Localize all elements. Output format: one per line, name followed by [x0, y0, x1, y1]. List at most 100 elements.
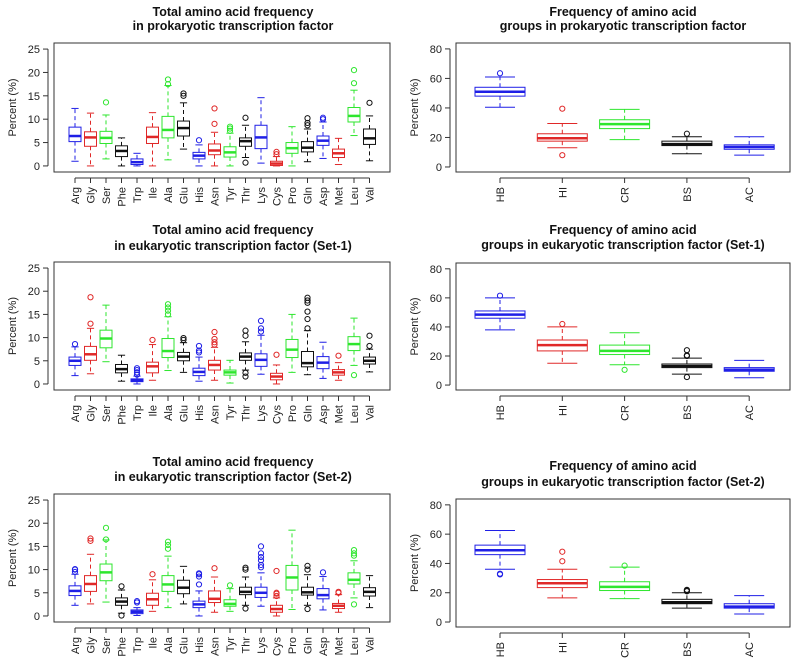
outlier-point: [273, 351, 280, 358]
outlier-point: [350, 67, 358, 74]
x-tick-label: Tyr: [225, 187, 237, 203]
chart-title-line: Total amino acid frequency: [153, 5, 314, 19]
outlier-point: [559, 320, 566, 328]
outlier-point: [304, 325, 311, 332]
outlier-point: [164, 81, 172, 88]
x-tick-label: Ile: [148, 637, 160, 649]
box-trp: [130, 365, 144, 385]
box-cr: [599, 562, 651, 600]
outlier-point: [366, 332, 373, 339]
x-tick-label: Ile: [148, 405, 160, 417]
x-tick-label: Lys: [256, 187, 268, 204]
outlier-point: [559, 152, 566, 159]
box-ac: [723, 359, 775, 379]
box-asp: [316, 341, 330, 379]
box-met: [332, 137, 345, 166]
chart-title-line: Frequency of amino acid: [549, 223, 696, 237]
outlier-point: [559, 548, 566, 555]
box-iqr: [347, 572, 361, 585]
box-phe: [115, 137, 128, 167]
outlier-point: [304, 122, 311, 129]
outlier-point: [118, 612, 125, 619]
x-tick-label: Ala: [163, 404, 175, 421]
outlier-point: [273, 567, 280, 575]
y-tick-label: 20: [430, 132, 442, 144]
box-met: [332, 588, 345, 613]
x-tick-label: His: [194, 405, 206, 421]
box-iqr: [301, 351, 314, 368]
y-tick-label: 15: [28, 541, 40, 553]
outlier-point: [257, 317, 265, 324]
chart-title-line: Frequency of amino acid: [549, 459, 696, 473]
outlier-point: [180, 336, 187, 344]
box-ile: [146, 571, 159, 612]
outlier-point: [149, 571, 156, 578]
box-pro: [285, 313, 299, 373]
y-tick-label: 20: [28, 286, 40, 298]
box-his: [192, 137, 206, 167]
box-ala: [161, 301, 175, 372]
x-tick-label: Trp: [132, 637, 144, 653]
outlier-point: [257, 553, 265, 561]
x-tick-label: AC: [744, 642, 756, 657]
outlier-point: [257, 561, 265, 569]
outlier-point: [242, 564, 249, 571]
outlier-point: [133, 369, 141, 376]
box-iqr: [363, 128, 376, 145]
outlier-point: [242, 327, 249, 334]
x-tick-label: His: [194, 637, 206, 653]
y-tick-label: 0: [34, 379, 40, 391]
outlier-point: [195, 570, 203, 577]
chart-title-line: groups in eukaryotic transcription facto…: [481, 238, 764, 252]
box-arg: [68, 566, 82, 606]
x-tick-label: Leu: [349, 187, 361, 205]
x-tick-label: Thr: [241, 187, 253, 204]
x-tick-label: Asn: [210, 405, 222, 424]
box-cys: [270, 351, 283, 385]
outlier-point: [304, 605, 311, 613]
outlier-point: [71, 568, 79, 576]
outlier-point: [242, 605, 249, 612]
outlier-point: [195, 573, 203, 580]
outlier-point: [195, 347, 203, 354]
y-tick-label: 25: [28, 495, 40, 507]
x-tick-label: Cys: [272, 637, 284, 656]
x-tick-label: Asn: [210, 187, 222, 206]
x-tick-label: Phe: [117, 637, 129, 657]
x-tick-label: Arg: [70, 187, 82, 204]
x-tick-label: Lys: [256, 405, 268, 422]
y-tick-label: 20: [430, 588, 442, 600]
box-glu: [177, 90, 190, 150]
y-tick-label: 15: [28, 309, 40, 321]
chart-title-line: in eukaryotic transcription factor (Set-…: [114, 470, 352, 484]
outlier-point: [133, 366, 141, 374]
outlier-point: [102, 536, 110, 543]
outlier-point: [133, 371, 141, 378]
box-leu: [347, 67, 361, 137]
box-his: [192, 570, 206, 617]
box-gly: [84, 294, 97, 375]
outlier-point: [304, 315, 311, 323]
outlier-point: [496, 70, 504, 77]
y-tick-label: 20: [28, 518, 40, 530]
outlier-point: [242, 159, 249, 166]
outlier-point: [350, 547, 358, 554]
outlier-point: [118, 583, 125, 590]
box-hi: [536, 320, 588, 364]
outlier-point: [304, 119, 311, 127]
box-iqr: [161, 115, 175, 139]
plot-frame: [53, 261, 391, 391]
outlier-point: [273, 148, 280, 156]
outlier-point: [195, 581, 203, 588]
x-tick-label: Gln: [303, 637, 315, 654]
box-val: [363, 332, 376, 373]
outlier-point: [211, 565, 218, 572]
box-pro: [285, 529, 299, 610]
y-tick-label: 20: [430, 351, 442, 363]
outlier-point: [102, 524, 110, 531]
outlier-point: [242, 373, 249, 380]
outlier-point: [180, 92, 187, 99]
box-ala: [161, 76, 175, 161]
x-tick-label: Val: [365, 187, 377, 202]
